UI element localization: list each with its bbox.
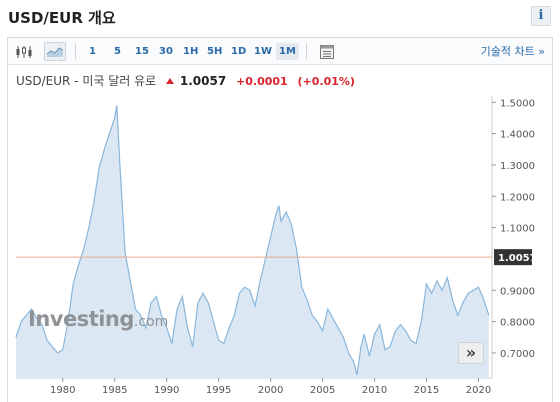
- up-arrow-icon: [166, 78, 175, 84]
- chart-frame: 1 5 15 30 1H 5H 1D 1W 1M 기술적 차트 » USD/EU…: [7, 37, 553, 402]
- x-tick-label: 1995: [206, 385, 231, 396]
- x-tick-label: 2010: [362, 385, 387, 396]
- watermark-tld: .com: [133, 314, 169, 330]
- x-tick-label: 2005: [310, 385, 335, 396]
- chart-toolbar: 1 5 15 30 1H 5H 1D 1W 1M 기술적 차트 »: [8, 38, 552, 65]
- page-title: USD/EUR 개요: [8, 9, 116, 27]
- interval-15[interactable]: 15: [135, 46, 149, 57]
- y-tick-label: 0.7000: [500, 349, 535, 360]
- price-change-percent: (+0.01%): [297, 75, 355, 88]
- x-tick-label: 1980: [50, 385, 75, 396]
- current-price-tag-label: 1.0057: [498, 253, 537, 264]
- investing-watermark: Investing.com: [28, 307, 168, 331]
- overview-header: USD/EUR 개요 i: [0, 0, 560, 34]
- technical-chart-link[interactable]: 기술적 차트 »: [480, 45, 545, 58]
- interval-5h[interactable]: 5H: [207, 46, 223, 57]
- y-tick-label: 1.1000: [500, 224, 535, 235]
- x-tick-label: 2020: [466, 385, 491, 396]
- series-area: [16, 105, 489, 379]
- info-icon[interactable]: i: [531, 6, 551, 26]
- current-price-tag: [494, 249, 532, 266]
- interval-5[interactable]: 5: [114, 46, 121, 57]
- interval-1[interactable]: 1: [89, 46, 96, 57]
- interval-30[interactable]: 30: [159, 46, 173, 57]
- scroll-right-button[interactable]: »: [458, 342, 484, 364]
- toolbar-separator: [306, 43, 307, 60]
- price-change: +0.0001: [236, 75, 288, 88]
- y-tick-label: 1.5000: [500, 98, 535, 109]
- x-tick-label: 1990: [154, 385, 179, 396]
- x-tick-label: 2000: [258, 385, 283, 396]
- toolbar-separator: [75, 43, 76, 60]
- y-tick-label: 0.8000: [500, 318, 535, 329]
- y-tick-label: 1.4000: [500, 130, 535, 141]
- x-tick-label: 2015: [414, 385, 439, 396]
- y-tick-label: 0.9000: [500, 286, 535, 297]
- quote-line: USD/EUR - 미국 달러 유로 1.0057 +0.0001 (+0.01…: [16, 72, 355, 90]
- interval-1w[interactable]: 1W: [254, 46, 272, 57]
- instrument-name: USD/EUR - 미국 달러 유로: [16, 74, 157, 88]
- last-price: 1.0057: [179, 74, 227, 88]
- interval-1m[interactable]: 1M: [276, 43, 299, 60]
- settings-grid-icon[interactable]: [316, 42, 338, 61]
- series-line: [15, 105, 490, 376]
- candlestick-chart-icon[interactable]: [13, 42, 35, 61]
- watermark-main: Investing: [28, 307, 134, 331]
- interval-1h[interactable]: 1H: [183, 46, 199, 57]
- y-tick-label: 1.2000: [500, 192, 535, 203]
- area-chart-icon[interactable]: [44, 42, 66, 61]
- x-tick-label: 1985: [102, 385, 127, 396]
- y-tick-label: 1.3000: [500, 161, 535, 172]
- interval-1d[interactable]: 1D: [231, 46, 247, 57]
